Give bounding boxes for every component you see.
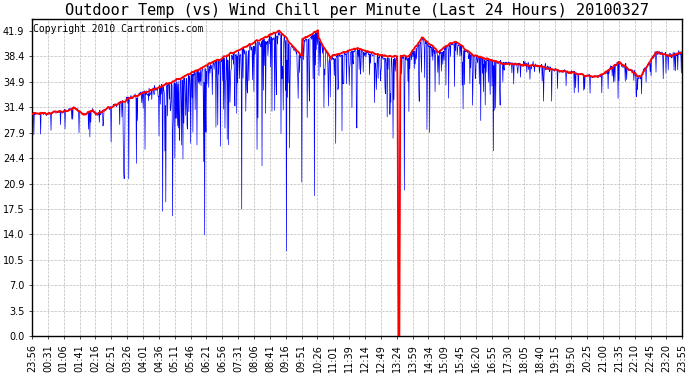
Title: Outdoor Temp (vs) Wind Chill per Minute (Last 24 Hours) 20100327: Outdoor Temp (vs) Wind Chill per Minute …	[65, 3, 649, 18]
Text: Copyright 2010 Cartronics.com: Copyright 2010 Cartronics.com	[33, 24, 204, 34]
